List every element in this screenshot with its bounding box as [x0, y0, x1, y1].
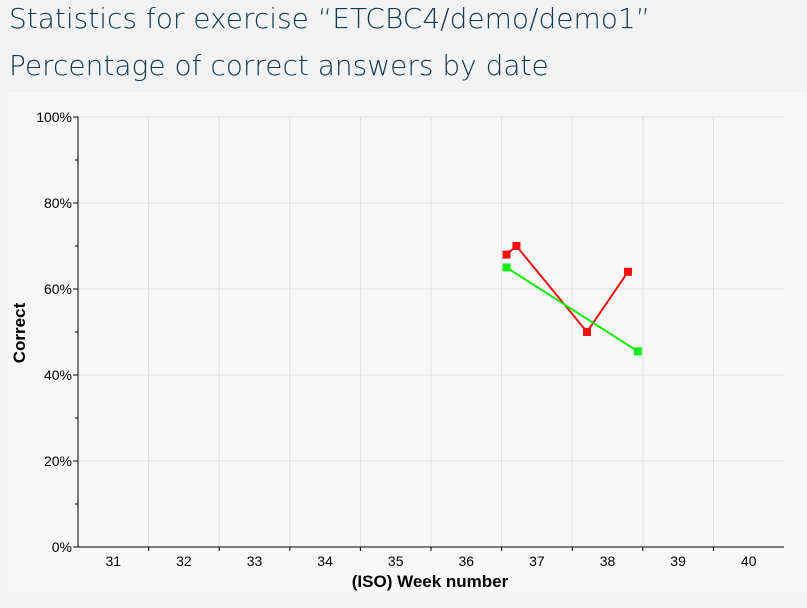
x-tick-label: 36 — [459, 553, 475, 569]
y-tick-label: 40% — [44, 367, 72, 383]
gridlines — [78, 116, 784, 547]
chart-heading: Percentage of correct answers by date — [9, 49, 549, 82]
series-lines — [502, 242, 642, 356]
data-point[interactable] — [623, 267, 632, 276]
axes: 0% 20% 40% 60% 80% 100% 31 32 33 34 35 36 37 38 39 40 — [36, 109, 784, 569]
data-point[interactable] — [583, 328, 592, 336]
data-point[interactable] — [502, 263, 511, 272]
data-point[interactable] — [633, 347, 642, 356]
x-tick-label: 39 — [670, 553, 686, 569]
x-tick-label: 38 — [600, 553, 616, 569]
data-point[interactable] — [502, 250, 511, 259]
x-tick-label: 34 — [317, 553, 333, 569]
x-tick-label: 35 — [388, 553, 404, 569]
y-axis-label: Correct — [10, 302, 29, 363]
y-tick-label: 100% — [36, 109, 72, 125]
y-tick-label: 60% — [44, 281, 72, 297]
y-tick-label: 0% — [52, 539, 72, 555]
y-tick-label: 20% — [44, 453, 72, 469]
x-tick-label: 40 — [741, 553, 757, 569]
page-title: Statistics for exercise “ETCBC4/demo/dem… — [9, 2, 651, 35]
plot-background — [8, 92, 807, 592]
series-2 — [502, 263, 642, 356]
series-line — [505, 244, 629, 334]
x-tick-label: 37 — [529, 553, 545, 569]
series-line — [505, 266, 639, 353]
x-tick-label: 32 — [176, 553, 192, 569]
series-1 — [502, 242, 632, 336]
chart-panel: 0% 20% 40% 60% 80% 100% 31 32 33 34 35 36 37 38 39 40 (… — [8, 92, 807, 592]
line-chart: 0% 20% 40% 60% 80% 100% 31 32 33 34 35 36 37 38 39 40 (… — [8, 92, 807, 592]
data-point[interactable] — [512, 242, 521, 250]
x-tick-label: 31 — [106, 553, 122, 569]
x-tick-label: 33 — [247, 553, 263, 569]
x-axis-label: (ISO) Week number — [352, 572, 509, 591]
y-tick-label: 80% — [44, 195, 72, 211]
